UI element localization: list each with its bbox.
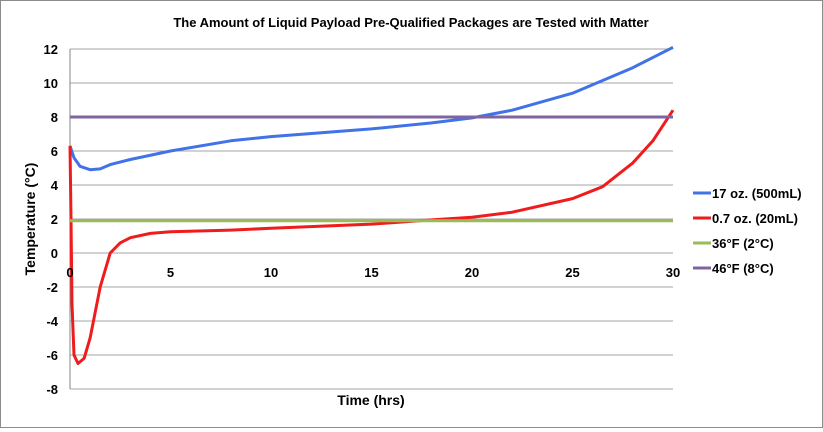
x-tick-label: 25	[565, 265, 579, 280]
legend-label: 46°F (8°C)	[712, 261, 774, 276]
x-tick-label: 20	[465, 265, 479, 280]
y-axis-label: Temperature (°C)	[22, 163, 38, 276]
y-tick-label: 4	[51, 178, 59, 193]
legend-label: 36°F (2°C)	[712, 236, 774, 251]
chart-title: The Amount of Liquid Payload Pre-Qualifi…	[173, 15, 648, 30]
x-tick-label: 30	[666, 265, 680, 280]
y-tick-label: -2	[46, 280, 58, 295]
legend-label: 0.7 oz. (20mL)	[712, 211, 798, 226]
y-tick-label: 2	[51, 212, 58, 227]
x-axis-label: Time (hrs)	[337, 392, 404, 408]
y-tick-label: 6	[51, 144, 58, 159]
x-tick-label: 0	[66, 265, 73, 280]
y-tick-label: 0	[51, 246, 58, 261]
y-tick-label: -8	[46, 382, 58, 397]
x-tick-label: 10	[264, 265, 278, 280]
y-tick-label: -4	[46, 314, 58, 329]
x-tick-label: 15	[364, 265, 378, 280]
legend-label: 17 oz. (500mL)	[712, 186, 802, 201]
series-line-0	[68, 45, 674, 172]
y-tick-label: 12	[44, 42, 58, 57]
series-line-1	[68, 109, 675, 365]
y-tick-label: 8	[51, 110, 58, 125]
y-tick-label: -6	[46, 348, 58, 363]
y-tick-label: 10	[44, 76, 58, 91]
x-tick-label: 5	[167, 265, 174, 280]
